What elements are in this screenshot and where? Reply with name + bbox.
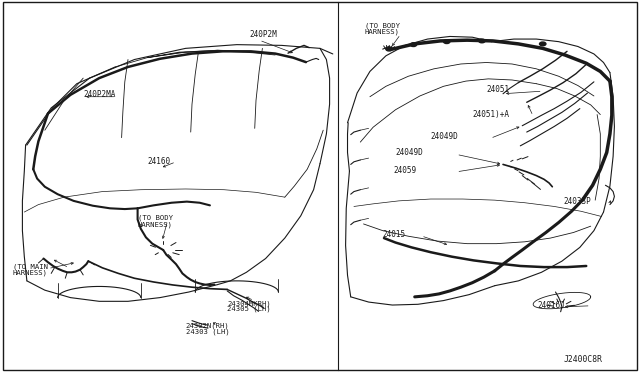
Text: 24016J: 24016J	[538, 301, 565, 310]
Text: 24303 (LH): 24303 (LH)	[186, 328, 229, 335]
Text: 24049D: 24049D	[396, 148, 423, 157]
Text: (TO BODY: (TO BODY	[365, 23, 400, 29]
Circle shape	[410, 43, 417, 46]
Text: 24015: 24015	[383, 230, 406, 239]
Circle shape	[386, 47, 392, 51]
Circle shape	[444, 40, 450, 44]
Text: 24059: 24059	[393, 166, 416, 175]
Text: 24033P: 24033P	[563, 198, 591, 206]
Text: (TO BODY: (TO BODY	[138, 215, 173, 221]
Circle shape	[479, 39, 485, 43]
Text: HARNESS): HARNESS)	[365, 29, 400, 35]
Circle shape	[540, 42, 546, 46]
Text: 24051)+A: 24051)+A	[472, 110, 509, 119]
Text: 240P2M: 240P2M	[250, 30, 277, 39]
Text: 24160: 24160	[147, 157, 170, 166]
Text: J2400C8R: J2400C8R	[563, 355, 602, 364]
Text: 24302N(RH): 24302N(RH)	[186, 323, 229, 329]
Text: 240P2MA: 240P2MA	[83, 90, 116, 99]
Text: 24049D: 24049D	[430, 132, 458, 141]
Text: 24051: 24051	[486, 85, 509, 94]
Text: HARNESS): HARNESS)	[138, 221, 173, 228]
Text: HARNESS): HARNESS)	[13, 270, 48, 276]
Text: (TO MAIN: (TO MAIN	[13, 263, 48, 270]
Text: 24304MKRH): 24304MKRH)	[227, 301, 271, 307]
Text: 24305 (LH): 24305 (LH)	[227, 306, 271, 312]
